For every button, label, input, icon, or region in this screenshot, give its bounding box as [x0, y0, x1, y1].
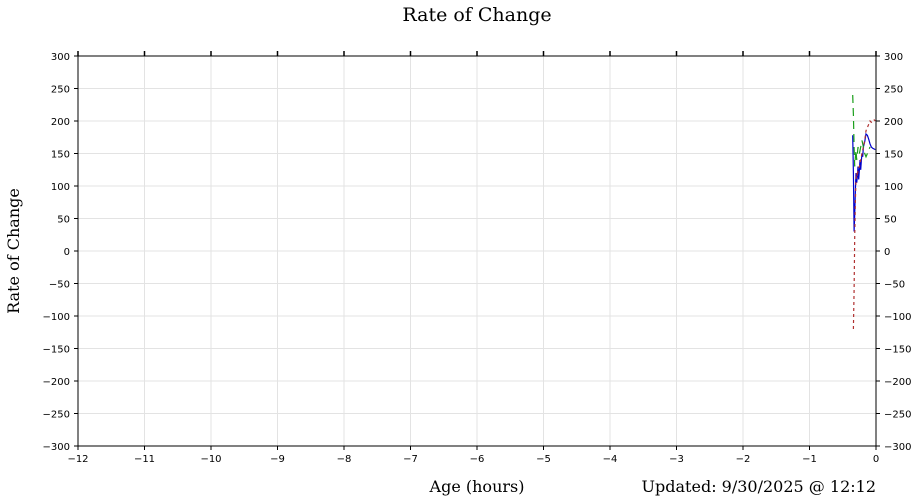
x-tick-label: −12 — [67, 454, 88, 465]
y-tick-label-right: −150 — [884, 345, 911, 356]
updated-timestamp: Updated: 9/30/2025 @ 12:12 — [642, 477, 876, 496]
x-tick-label: 0 — [873, 454, 879, 465]
y-tick-label-right: 0 — [884, 247, 890, 258]
x-tick-label: −2 — [736, 454, 751, 465]
y-tick-label-left: −300 — [43, 442, 70, 453]
y-tick-label-right: −250 — [884, 410, 911, 421]
x-tick-label: −8 — [337, 454, 352, 465]
y-tick-label-left: 100 — [51, 182, 70, 193]
y-tick-label-left: −100 — [43, 312, 70, 323]
y-tick-label-left: −250 — [43, 410, 70, 421]
y-tick-label-right: 200 — [884, 117, 903, 128]
y-tick-label-left: −200 — [43, 377, 70, 388]
y-tick-label-right: 100 — [884, 182, 903, 193]
y-tick-label-right: −50 — [884, 280, 905, 291]
y-tick-label-left: 150 — [51, 150, 70, 161]
x-tick-label: −4 — [603, 454, 618, 465]
y-tick-label-right: 50 — [884, 215, 897, 226]
y-tick-label-right: 250 — [884, 85, 903, 96]
y-tick-label-left: 300 — [51, 52, 70, 63]
y-tick-label-right: 300 — [884, 52, 903, 63]
y-tick-label-right: −200 — [884, 377, 911, 388]
x-tick-label: −11 — [134, 454, 155, 465]
y-tick-label-left: 50 — [57, 215, 70, 226]
series-lines — [852, 94, 876, 330]
x-tick-label: −7 — [403, 454, 418, 465]
x-tick-label: −5 — [536, 454, 551, 465]
series-line-1 — [852, 132, 876, 232]
x-tick-label: −3 — [669, 454, 684, 465]
series-line-2 — [852, 94, 871, 167]
y-axis-title: Rate of Change — [4, 188, 23, 314]
y-tick-label-left: 200 — [51, 117, 70, 128]
y-tick-label-left: −150 — [43, 345, 70, 356]
y-tick-label-left: 0 — [64, 247, 70, 258]
y-tick-label-right: 150 — [884, 150, 903, 161]
x-tick-label: −10 — [200, 454, 221, 465]
y-tick-label-left: 250 — [51, 85, 70, 96]
chart-title: Rate of Change — [402, 4, 551, 26]
x-tick-label: −9 — [270, 454, 285, 465]
grid-lines — [78, 56, 876, 446]
y-tick-label-right: −300 — [884, 442, 911, 453]
x-tick-label: −1 — [802, 454, 817, 465]
x-tick-label: −6 — [470, 454, 485, 465]
series-line-3 — [852, 118, 876, 330]
y-tick-label-right: −100 — [884, 312, 911, 323]
x-axis-title: Age (hours) — [429, 477, 525, 496]
y-tick-label-left: −50 — [49, 280, 70, 291]
